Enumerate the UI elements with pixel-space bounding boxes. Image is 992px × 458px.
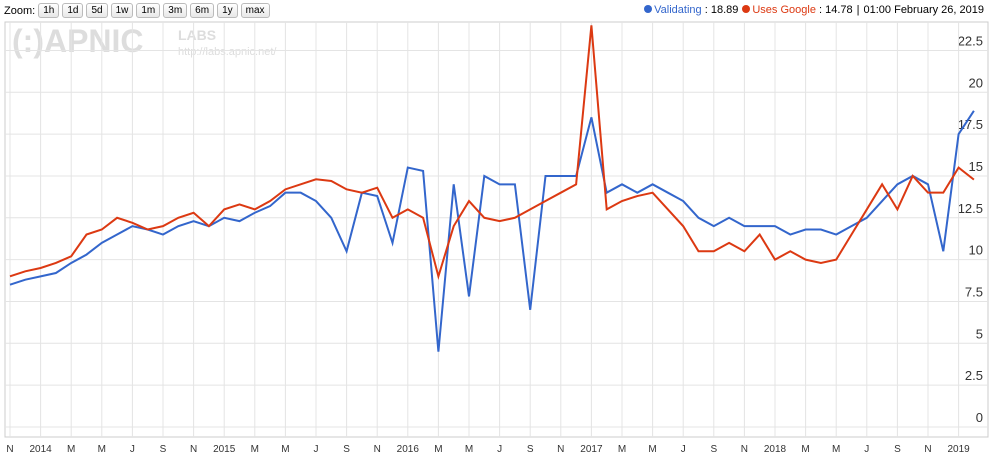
zoom-button[interactable]: 3m — [163, 3, 188, 18]
x-tick-label: N — [557, 444, 564, 455]
x-tick-label: N — [741, 444, 748, 455]
y-tick-label: 17.5 — [958, 117, 983, 132]
legend-name: Validating — [654, 4, 702, 16]
legend-item[interactable]: Validating18.89 — [644, 4, 738, 16]
legend-name: Uses Google — [752, 4, 816, 16]
zoom-toolbar: Zoom: 1h 1d 5d 1w 1m 3m 6m 1y max — [4, 3, 270, 18]
x-tick-label: M — [281, 444, 289, 455]
y-tick-label: 20 — [969, 75, 983, 90]
y-tick-label: 2.5 — [965, 368, 983, 383]
zoom-button[interactable]: max — [240, 3, 270, 18]
zoom-label: Zoom: — [4, 4, 36, 17]
legend-value: 14.78 — [816, 4, 853, 16]
x-tick-label: S — [710, 444, 717, 455]
y-tick-label: 5 — [976, 326, 983, 341]
x-tick-label: J — [864, 444, 869, 455]
x-tick-label: M — [67, 444, 75, 455]
zoom-button[interactable]: 1w — [110, 3, 134, 18]
zoom-button[interactable]: 5d — [86, 3, 108, 18]
legend-swatch — [742, 5, 751, 13]
plot-border — [4, 21, 989, 438]
x-tick-label: J — [130, 444, 135, 455]
x-tick-label: M — [801, 444, 809, 455]
legend-swatch — [644, 5, 653, 13]
x-tick-label: M — [251, 444, 259, 455]
x-tick-label: S — [894, 444, 901, 455]
x-tick-label: N — [374, 444, 381, 455]
watermark-labs: LABS — [178, 27, 216, 43]
series-line — [9, 110, 975, 352]
x-tick-label: J — [681, 444, 686, 455]
x-tick-label: 2019 — [947, 444, 970, 455]
x-tick-label: 2015 — [213, 444, 236, 455]
x-tick-label: N — [924, 444, 931, 455]
series-line — [9, 25, 975, 281]
y-tick-label: 15 — [969, 159, 983, 174]
legend-item[interactable]: Uses Google14.78 — [742, 4, 853, 16]
x-tick-label: M — [465, 444, 473, 455]
x-tick-label: N — [6, 444, 13, 455]
zoom-button[interactable]: 1d — [62, 3, 84, 18]
x-tick-label: M — [98, 444, 106, 455]
watermark-url: http://labs.apnic.net/ — [178, 46, 277, 58]
x-tick-label: M — [618, 444, 626, 455]
x-tick-label: 2018 — [764, 444, 787, 455]
y-tick-label: 0 — [976, 410, 983, 425]
x-tick-label: N — [190, 444, 197, 455]
y-tick-label: 10 — [969, 243, 983, 258]
x-tick-label: 2014 — [29, 444, 52, 455]
zoom-button[interactable]: 1y — [217, 3, 238, 18]
x-tick-label: M — [434, 444, 442, 455]
y-tick-label: 7.5 — [965, 284, 983, 299]
zoom-button[interactable]: 6m — [190, 3, 215, 18]
x-tick-label: J — [314, 444, 319, 455]
watermark-logo: (:)APNIC — [12, 23, 144, 59]
x-tick-label: S — [160, 444, 167, 455]
x-tick-label: M — [648, 444, 656, 455]
zoom-button[interactable]: 1h — [38, 3, 60, 18]
x-tick-label: S — [527, 444, 534, 455]
y-tick-label: 22.5 — [958, 33, 983, 48]
y-tick-label: 12.5 — [958, 201, 983, 216]
legend-value: 18.89 — [702, 4, 739, 16]
x-tick-label: S — [343, 444, 350, 455]
x-tick-label: 2017 — [580, 444, 603, 455]
x-tick-label: J — [497, 444, 502, 455]
x-tick-label: 2016 — [397, 444, 420, 455]
x-tick-label: M — [832, 444, 840, 455]
legend-separator — [857, 4, 860, 16]
legend-time: 01:00 February 26, 2019 — [863, 4, 984, 16]
zoom-button[interactable]: 1m — [136, 3, 161, 18]
